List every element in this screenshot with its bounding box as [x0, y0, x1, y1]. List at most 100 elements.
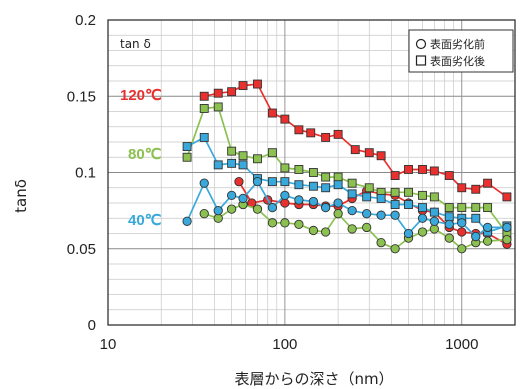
data-point-square — [199, 132, 209, 142]
temperature-labels: 120℃ 80℃ 40℃ — [120, 87, 162, 229]
data-point-square — [483, 203, 493, 213]
data-point-circle — [471, 231, 481, 242]
data-point-circle — [320, 202, 331, 213]
data-point-circle — [252, 176, 263, 187]
data-point-circle — [429, 224, 440, 234]
data-point-square — [213, 160, 223, 170]
x-tick-label: 1000 — [445, 336, 478, 353]
data-point-square — [444, 212, 454, 222]
data-point-square — [390, 171, 400, 181]
series-40-before — [182, 176, 512, 242]
legend-box — [408, 29, 514, 73]
data-point-square — [267, 108, 277, 118]
data-point-circle — [376, 210, 386, 220]
data-point-square — [418, 164, 427, 174]
data-point-square — [280, 114, 290, 124]
data-point-square — [376, 151, 386, 161]
temp-label-120: 120℃ — [120, 87, 162, 104]
data-point-square — [418, 190, 427, 200]
data-point-circle — [347, 205, 357, 216]
data-point-circle — [333, 198, 343, 208]
data-point-circle — [482, 222, 493, 233]
data-point-circle — [444, 233, 454, 243]
inner-tan-delta-label: tan δ — [120, 37, 151, 51]
data-point-square — [347, 189, 357, 199]
data-point-circle — [444, 219, 454, 230]
data-point-square — [502, 192, 512, 202]
data-point-circle — [403, 228, 414, 239]
data-point-square — [182, 152, 192, 162]
data-point-square — [444, 171, 454, 181]
data-point-circle — [213, 213, 223, 223]
data-point-square — [253, 79, 262, 89]
data-point-circle — [429, 216, 440, 226]
data-point-square — [471, 203, 481, 213]
legend-circle-icon — [415, 38, 427, 50]
data-point-square — [213, 88, 223, 98]
data-point-square — [308, 181, 318, 191]
y-tick-label: 0.05 — [67, 241, 96, 258]
data-point-square — [238, 151, 248, 161]
temp-label-40: 40℃ — [128, 212, 162, 229]
legend-entry-after: 表面劣化後 — [430, 54, 485, 68]
data-point-square — [199, 103, 209, 113]
y-tick-label: 0.2 — [75, 12, 96, 29]
data-point-square — [457, 183, 467, 193]
data-point-circle — [280, 198, 290, 208]
data-point-circle — [376, 237, 386, 248]
data-point-square — [199, 91, 209, 101]
data-point-circle — [347, 224, 357, 234]
data-point-square — [308, 168, 318, 177]
data-point-square — [471, 213, 481, 223]
data-point-circle — [182, 216, 192, 226]
data-point-circle — [362, 222, 372, 233]
data-point-square — [364, 148, 374, 158]
data-point-circle — [333, 209, 343, 219]
data-point-square — [280, 163, 290, 173]
series-120-after — [199, 79, 512, 202]
data-point-square — [227, 158, 237, 168]
data-point-square — [362, 192, 372, 202]
data-point-circle — [502, 222, 512, 233]
data-point-square — [238, 160, 248, 170]
data-point-circle — [280, 218, 290, 228]
y-tick-label: 0 — [88, 317, 96, 334]
data-point-circle — [417, 213, 428, 223]
data-point-square — [267, 177, 277, 187]
data-point-circle — [280, 190, 290, 201]
data-point-square — [267, 148, 277, 158]
data-point-circle — [226, 204, 237, 214]
data-point-square — [227, 87, 237, 97]
data-point-square — [321, 183, 331, 193]
data-point-square — [457, 203, 467, 213]
data-point-circle — [362, 209, 372, 219]
data-point-square — [333, 180, 343, 190]
x-tick-labels: 10 100 1000 — [100, 336, 479, 353]
data-point-square — [294, 125, 304, 135]
legend: 表面劣化前 表面劣化後 — [408, 29, 514, 73]
data-point-square — [429, 207, 439, 217]
data-point-circle — [390, 244, 400, 254]
data-point-circle — [294, 195, 304, 205]
data-point-square — [347, 178, 357, 188]
data-point-circle — [267, 202, 278, 213]
data-point-square — [418, 203, 427, 213]
data-point-square — [390, 200, 400, 209]
data-point-circle — [457, 218, 467, 228]
data-point-square — [471, 184, 481, 194]
legend-entry-before: 表面劣化前 — [430, 37, 485, 51]
data-point-circle — [213, 205, 223, 216]
data-point-square — [321, 172, 331, 182]
data-point-square — [444, 203, 454, 213]
data-point-circle — [199, 209, 209, 219]
legend-square-icon — [415, 55, 427, 66]
series-80-after — [182, 102, 512, 238]
data-point-square — [364, 183, 374, 193]
data-point-square — [294, 180, 304, 190]
data-series — [182, 79, 512, 254]
data-point-circle — [320, 227, 331, 237]
x-tick-label: 100 — [272, 336, 297, 353]
data-point-square — [376, 193, 386, 203]
data-point-circle — [267, 218, 278, 228]
